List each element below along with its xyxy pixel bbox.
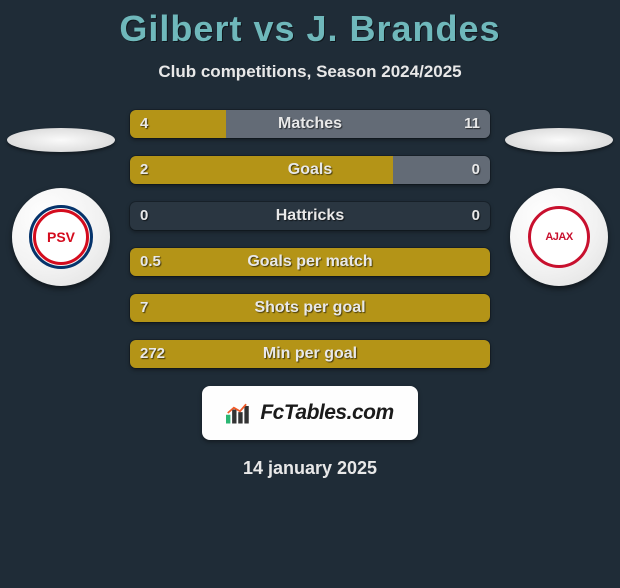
bars-icon: [226, 402, 254, 424]
comparison-row: 411Matches: [130, 110, 490, 138]
brand-chip: FcTables.com: [202, 386, 418, 440]
right-club-badge: AJAX: [510, 188, 608, 286]
psv-badge-inner: PSV: [33, 209, 89, 265]
ellipse-decoration: [505, 128, 613, 152]
metric-label: Goals: [130, 156, 490, 184]
page-title: Gilbert vs J. Brandes: [0, 8, 620, 50]
left-club-column: PSV: [6, 128, 116, 286]
ajax-badge-inner: AJAX: [528, 206, 590, 268]
left-club-badge: PSV: [12, 188, 110, 286]
metric-label: Hattricks: [130, 202, 490, 230]
comparison-row: 272Min per goal: [130, 340, 490, 368]
comparison-row: 7Shots per goal: [130, 294, 490, 322]
comparison-row: 00Hattricks: [130, 202, 490, 230]
right-club-column: AJAX: [504, 128, 614, 286]
comparison-row: 20Goals: [130, 156, 490, 184]
metric-label: Matches: [130, 110, 490, 138]
ellipse-decoration: [7, 128, 115, 152]
brand-label: FcTables.com: [260, 401, 393, 425]
metric-label: Goals per match: [130, 248, 490, 276]
metric-label: Shots per goal: [130, 294, 490, 322]
subtitle: Club competitions, Season 2024/2025: [0, 62, 620, 82]
date-label: 14 january 2025: [0, 458, 620, 479]
metric-label: Min per goal: [130, 340, 490, 368]
comparison-row: 0.5Goals per match: [130, 248, 490, 276]
